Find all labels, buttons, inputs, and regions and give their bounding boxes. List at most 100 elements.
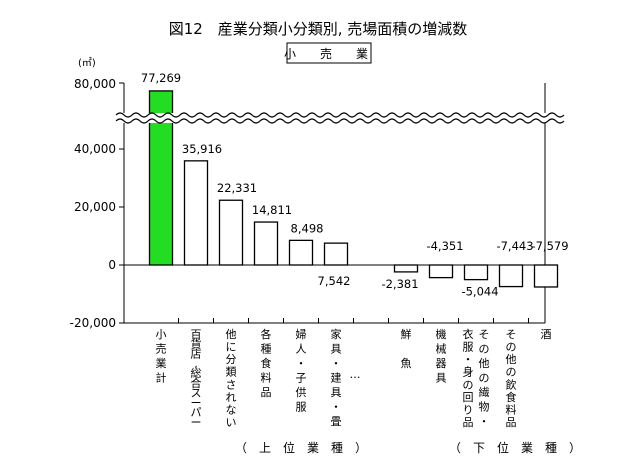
category-label: 物 [479, 400, 490, 414]
bar [463, 264, 489, 281]
category-label: 回 [463, 391, 474, 404]
category-label: 合 [191, 376, 202, 390]
y-tick-label: -20,000 [70, 316, 116, 330]
category-label: れ [226, 391, 237, 404]
category-label: の [506, 341, 517, 354]
category-label: 人 [296, 343, 307, 356]
category-label: 鮮 [401, 327, 412, 341]
bar [253, 221, 279, 266]
data-label: 22,331 [217, 181, 257, 195]
data-label: -5,044 [461, 285, 498, 299]
category-label: そ [506, 328, 517, 341]
bar [288, 239, 314, 266]
category-label: い [226, 416, 237, 429]
category-label: パ [191, 406, 202, 419]
category-label: 畳 [331, 415, 342, 428]
category-label: の [463, 378, 474, 391]
category-label: 供 [296, 385, 307, 399]
category-label: 品 [463, 416, 474, 429]
category-label: 各 [261, 327, 272, 341]
category-label: ・ [463, 353, 474, 366]
category-label: さ [226, 378, 237, 391]
category-label: ス [191, 387, 202, 400]
category-label: ・ [479, 415, 490, 428]
category-label: 建 [331, 371, 342, 385]
category-label: そ [479, 328, 490, 341]
category-label: ー [191, 396, 202, 409]
category-label: の [479, 372, 490, 385]
category-label: 総 [191, 366, 202, 380]
category-label: 分 [226, 353, 237, 366]
x-axis [178, 318, 529, 323]
category-label: 婦 [296, 327, 307, 341]
category-label: ・ [331, 401, 342, 414]
category-label: 食 [261, 356, 272, 370]
category-label: 計 [156, 371, 167, 385]
category-label: 家 [331, 327, 342, 341]
axis-break-mark [115, 112, 565, 124]
y-tick-label: 20,000 [74, 200, 116, 214]
bar [183, 160, 209, 266]
category-label: 機 [436, 327, 447, 341]
category-labels: 小売業計百貨店,総合スーパー他に分類されない各種食料品婦人・子供服家具・建具・畳… [156, 327, 552, 429]
category-label: 品 [261, 386, 272, 399]
chart-title: 図12 産業分類小分類別, 売場面積の増減数 [169, 20, 468, 38]
data-label: 7,542 [318, 274, 351, 288]
category-label [401, 343, 412, 356]
category-label: 酒 [541, 328, 552, 341]
bar [218, 199, 244, 266]
bar [148, 90, 174, 266]
category-label: 貨 [191, 337, 202, 351]
break-gap [116, 113, 553, 123]
category-label: 百 [191, 328, 202, 341]
category-label: 料 [261, 371, 272, 385]
category-label: 売 [156, 343, 167, 356]
category-label: 魚 [401, 357, 412, 370]
bar [498, 264, 524, 288]
category-label: 種 [261, 342, 272, 356]
category-label: , [194, 357, 198, 370]
category-label: 他 [506, 353, 517, 366]
break-line [115, 112, 565, 118]
data-label: 35,916 [182, 142, 222, 156]
chart-subtitle-box: 小 売 業 [284, 42, 374, 64]
category-label: 小 [156, 328, 167, 341]
group-label-lower: （ 下 位 業 種 ） [449, 440, 581, 455]
y-tick-label: 40,000 [74, 142, 116, 156]
category-label: 他 [479, 357, 490, 370]
category-label: な [226, 403, 237, 416]
category-label: 械 [436, 342, 447, 356]
category-label: 繊 [479, 386, 490, 399]
category-label: 業 [156, 357, 167, 370]
category-label: 具 [331, 386, 342, 399]
bars [148, 90, 559, 288]
category-label: 服 [463, 341, 474, 354]
ellipsis-label: … [350, 368, 361, 381]
category-label: の [506, 366, 517, 379]
category-label: に [226, 341, 237, 354]
category-label: 類 [226, 366, 237, 379]
category-label: ・ [296, 357, 307, 370]
value-labels: 77,269 35,916 22,331 14,811 8,498 7,542 -2,381… [141, 71, 569, 299]
category-label: 品 [506, 416, 517, 429]
y-tick-label: 0 [108, 258, 116, 272]
category-label: 料 [506, 402, 517, 416]
data-label: 14,811 [252, 203, 292, 217]
category-label: ・ [331, 357, 342, 370]
category-label: 子 [296, 372, 307, 385]
category-label: 器 [436, 357, 447, 370]
category-label: り [463, 403, 474, 416]
bar [323, 242, 349, 266]
category-label: 具 [331, 343, 342, 356]
category-label: ー [191, 416, 202, 429]
category-label: の [479, 343, 490, 356]
category-label: 食 [506, 390, 517, 404]
chart-subtitle: 小 売 業 [284, 46, 374, 61]
category-label: 服 [296, 401, 307, 414]
data-label: -7,443 [496, 239, 533, 253]
y-axis: -20,000 0 20,000 40,000 [70, 82, 124, 330]
category-label: 飲 [506, 377, 517, 391]
unit-label: (㎡) [78, 57, 96, 69]
category-label: 店 [191, 347, 202, 361]
